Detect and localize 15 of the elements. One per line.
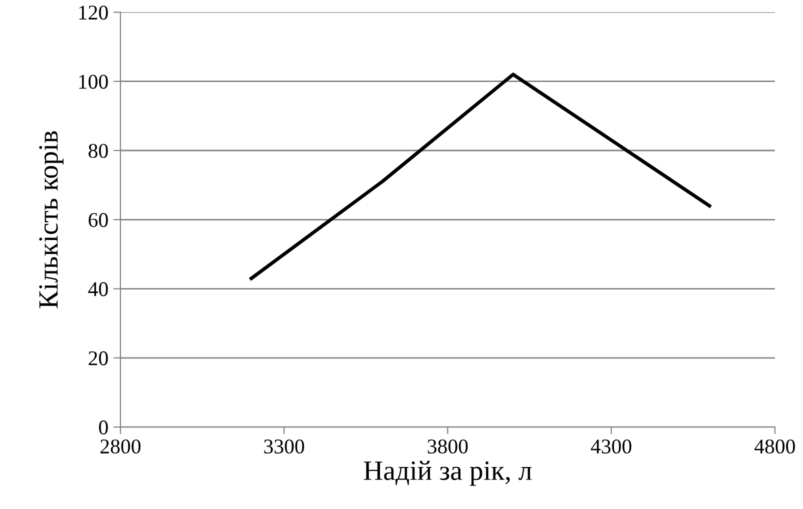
- x-tick-label: 4800: [754, 439, 795, 454]
- line-series: [250, 72, 712, 280]
- y-tick-label: 40: [88, 282, 108, 296]
- y-tick-label: 0: [99, 420, 108, 434]
- y-axis-title: Кількість корів: [39, 131, 64, 308]
- y-tick-label: 120: [79, 6, 108, 20]
- y-tick-label: 100: [79, 74, 108, 89]
- x-axis-title: Надій за рік, л: [364, 460, 532, 486]
- x-tick-label: 2800: [100, 439, 140, 454]
- y-tick-label: 80: [88, 144, 108, 158]
- y-tick-label: 60: [88, 213, 108, 228]
- y-tick-label: 20: [88, 351, 108, 366]
- x-tick-label: 3300: [264, 439, 304, 454]
- x-tick-label: 4300: [590, 439, 632, 454]
- x-tick-label: 3800: [428, 439, 468, 454]
